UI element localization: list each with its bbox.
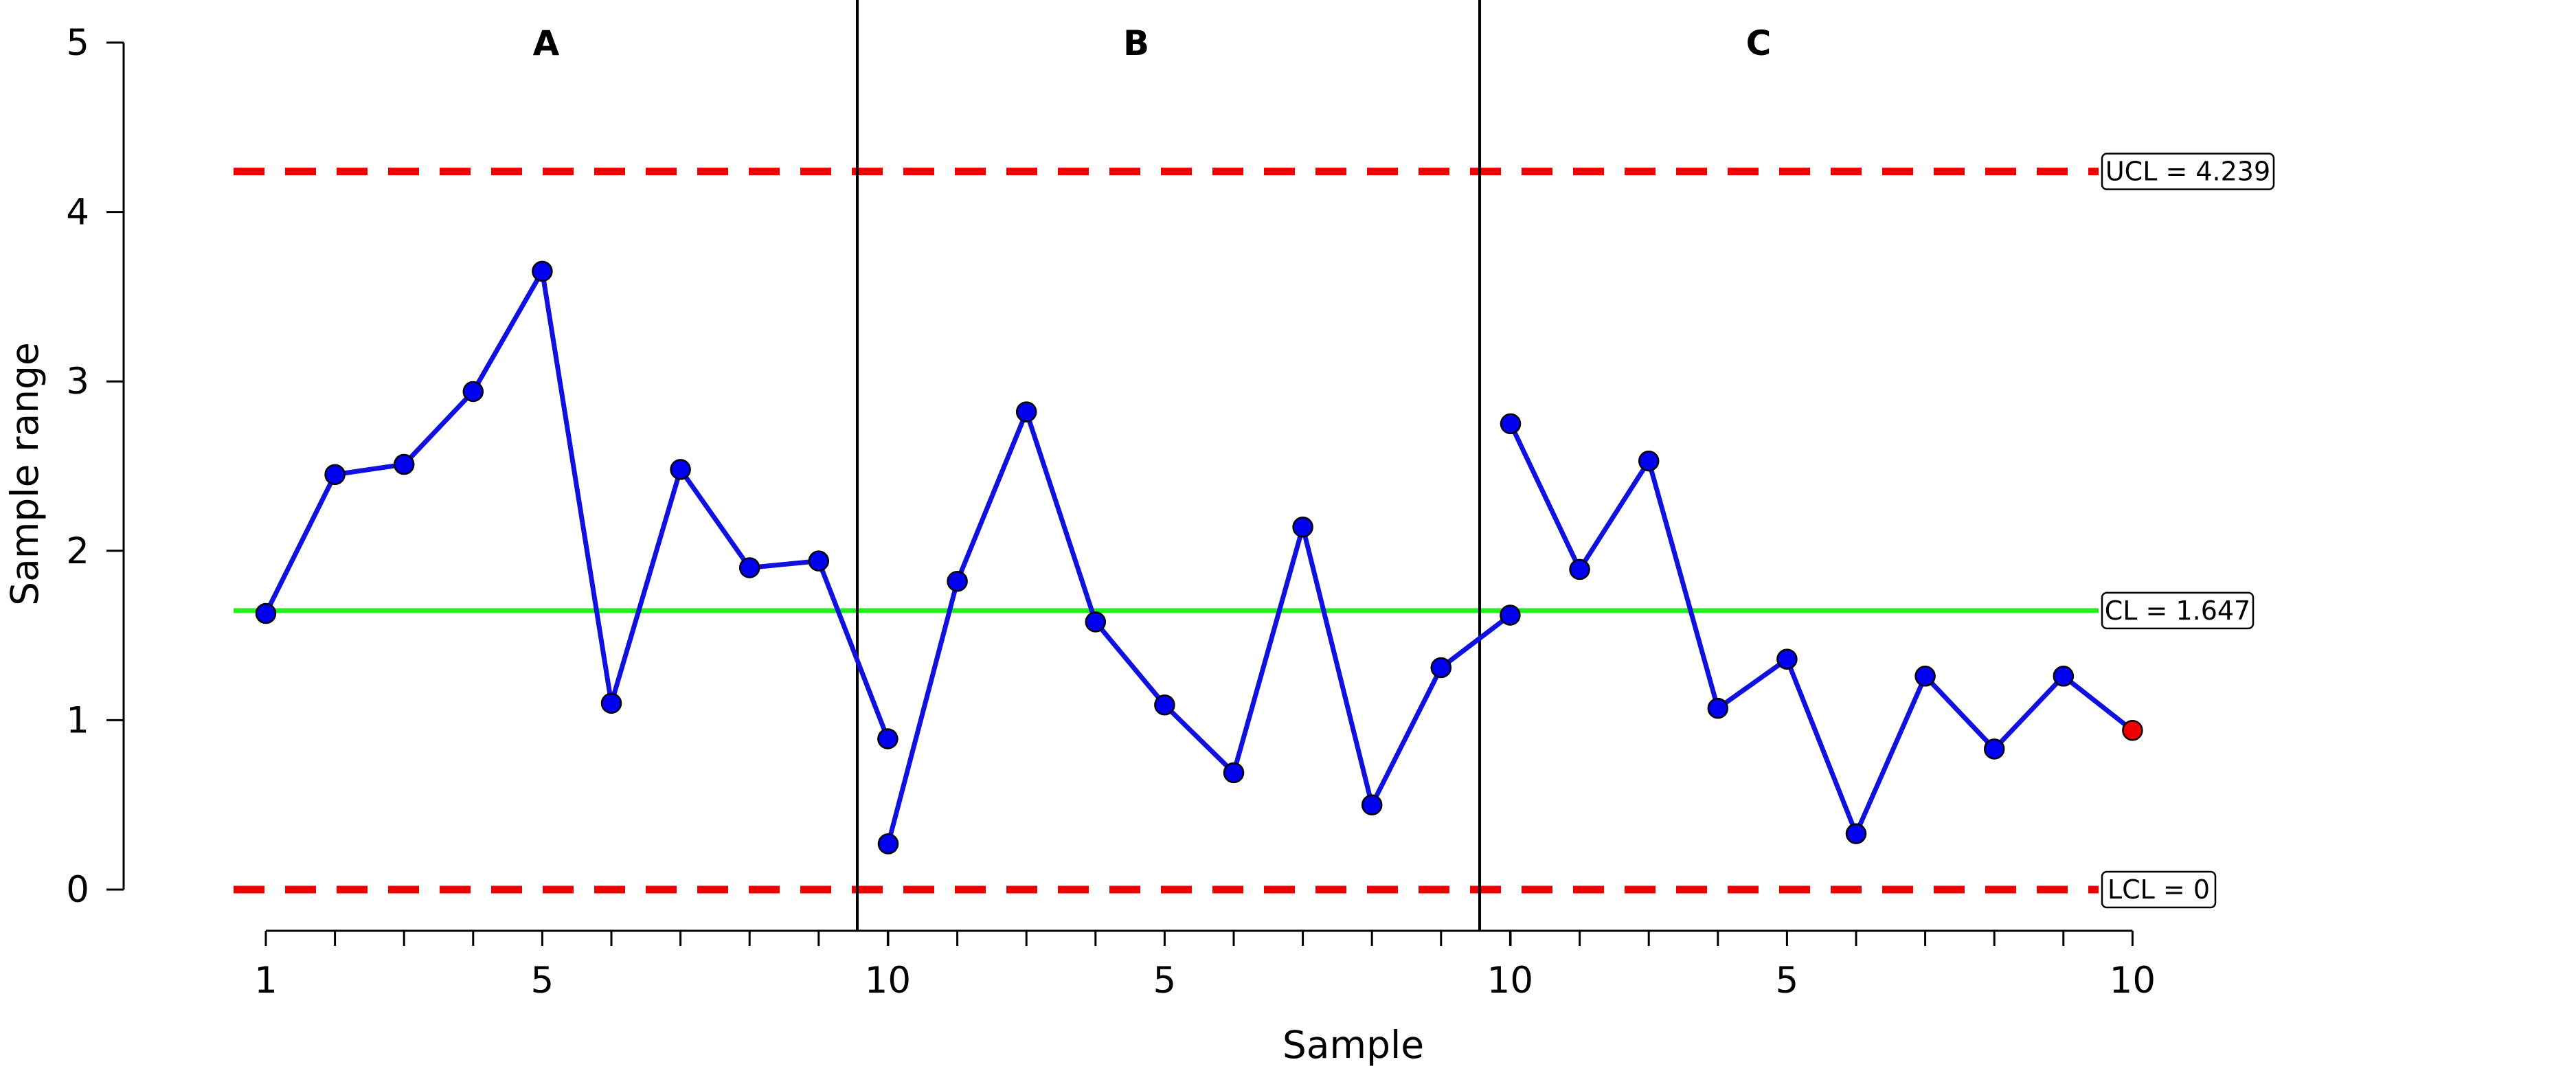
data-point	[255, 602, 277, 624]
data-point	[1569, 558, 1590, 580]
data-point	[393, 453, 415, 475]
series-layer	[255, 260, 2143, 855]
panel-label: C	[1746, 23, 1772, 63]
data-point	[1776, 648, 1798, 670]
data-point	[1638, 450, 1660, 472]
data-point	[738, 557, 760, 578]
data-point	[1223, 762, 1245, 784]
series-line	[1508, 422, 2134, 837]
panel-label: B	[1123, 23, 1149, 63]
data-point	[1500, 413, 1522, 435]
data-point	[1500, 605, 1521, 626]
data-point	[1983, 738, 2005, 760]
y-tick-label: 2	[66, 530, 89, 572]
data-point	[1361, 794, 1383, 815]
ucl-label: UCL = 4.239	[2105, 157, 2270, 187]
y-tick-label: 3	[66, 361, 89, 403]
series-line	[885, 409, 1512, 845]
data-point-highlighted	[2122, 719, 2143, 741]
lcl-label-box	[2101, 870, 2217, 909]
y-tick-label: 1	[66, 699, 89, 741]
lcl-label: LCL = 0	[2108, 874, 2210, 905]
panel-separators	[856, 0, 1481, 931]
data-point	[2053, 666, 2075, 687]
data-point	[877, 728, 899, 749]
y-tick-label: 0	[66, 869, 89, 911]
data-point	[600, 692, 622, 714]
data-point	[462, 381, 484, 403]
y-tick-label: 5	[66, 22, 89, 64]
data-point	[947, 570, 968, 592]
data-point	[1154, 694, 1175, 716]
data-point	[670, 459, 691, 480]
data-point	[1914, 666, 1936, 687]
data-point	[877, 833, 899, 855]
x-axis-title: Sample	[1283, 1023, 1424, 1067]
x-tick-label: 5	[531, 960, 554, 1002]
cl-label-box	[2101, 591, 2255, 630]
data-point	[1292, 517, 1313, 538]
panel-label: A	[533, 23, 560, 63]
y-axis-title: Sample range	[3, 342, 47, 606]
x-tick-label: 5	[1776, 960, 1799, 1002]
x-tick-label: 5	[1153, 960, 1177, 1002]
data-point	[1707, 697, 1729, 719]
data-point	[532, 260, 553, 282]
data-point	[324, 464, 346, 486]
control-lines-layer	[234, 168, 2099, 894]
data-point	[1430, 657, 1452, 679]
x-tick-label: 10	[1487, 960, 1533, 1002]
data-point	[1085, 611, 1107, 633]
x-tick-label: 10	[2110, 960, 2156, 1002]
x-tick-label: 1	[254, 960, 278, 1002]
ucl-label-box	[2101, 153, 2275, 190]
data-point	[1015, 401, 1037, 422]
series-line	[263, 269, 890, 740]
cl-label: CL = 1.647	[2105, 596, 2251, 626]
x-tick-label: 10	[865, 960, 911, 1002]
data-point	[808, 550, 830, 572]
labels-layer: A B C UCL = 4.239 CL = 1.647 LCL = 0	[533, 23, 2275, 909]
y-tick-label: 4	[66, 192, 89, 234]
data-point	[1845, 823, 1867, 844]
